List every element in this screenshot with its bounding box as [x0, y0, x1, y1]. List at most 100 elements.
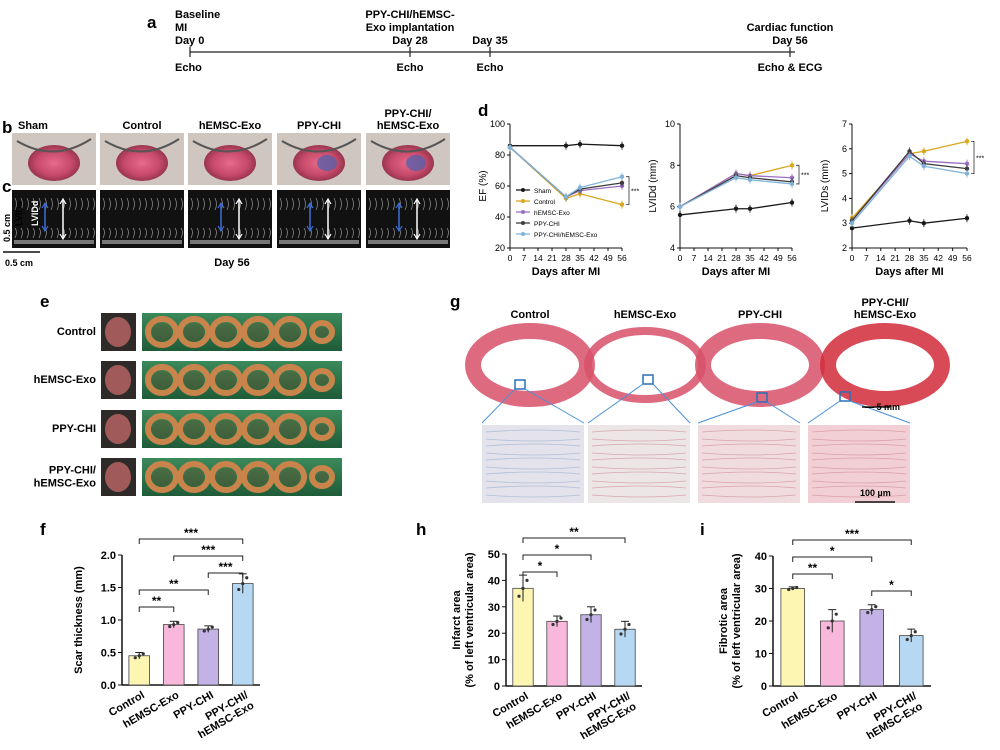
data-point — [563, 143, 569, 148]
heart-slice — [177, 461, 211, 493]
heart-slice — [273, 413, 307, 445]
data-dot — [206, 627, 210, 631]
echo-trace — [126, 197, 129, 239]
slice-lumen — [316, 424, 328, 434]
data-point — [789, 175, 795, 180]
legend-label: hEMSC-Exo — [534, 210, 570, 217]
data-dot — [202, 629, 206, 633]
tissue-fiber — [485, 443, 581, 447]
slice-lumen — [248, 420, 268, 438]
data-point — [619, 143, 625, 148]
echo-trace — [74, 197, 77, 239]
timeline-below-label: Echo — [175, 62, 202, 74]
echo-trace — [345, 197, 348, 239]
echo-image-row — [12, 190, 450, 248]
slice-lumen — [216, 371, 236, 389]
x-tick-label: 0 — [850, 253, 855, 263]
slice-lumen — [184, 468, 204, 486]
echo-trace — [168, 197, 171, 239]
echo-trace — [333, 197, 336, 239]
echo-trace — [174, 197, 177, 239]
y-tick-label: 40 — [488, 575, 500, 587]
bar — [231, 583, 254, 686]
tissue-fiber — [591, 471, 687, 475]
tissue-fiber — [701, 438, 797, 442]
y-tick-label: 6 — [842, 144, 847, 154]
slice-row-label: Control — [57, 326, 96, 338]
fibrotic-area-chart: 0 10 20 30 40 Fibrotic area(% of left ventric… — [718, 527, 931, 742]
panel-label-i: i — [700, 520, 705, 539]
tissue-fiber — [811, 438, 907, 442]
histology-column-label: PPY-CHI — [738, 309, 782, 321]
data-dot — [241, 582, 245, 586]
heart-slice — [273, 364, 307, 396]
significance-bracket — [138, 538, 244, 544]
heart-slice — [241, 413, 275, 445]
tissue-fiber — [485, 429, 581, 433]
bar — [512, 587, 534, 687]
heart-tissue — [204, 145, 256, 181]
lvids-arrowhead — [306, 201, 314, 233]
slice-lumen — [152, 323, 172, 341]
echo-trace — [102, 197, 105, 239]
x-tick-label: 49 — [773, 253, 783, 263]
data-point — [907, 218, 912, 223]
tissue-fiber — [701, 471, 797, 475]
histology-column-label: PPY-CHI/ — [861, 297, 908, 309]
section-lumen — [841, 343, 929, 387]
echo-trace — [196, 197, 199, 239]
tissue-fiber — [701, 466, 797, 470]
x-axis-title: Days after MI — [875, 266, 943, 278]
slice-lumen — [216, 420, 236, 438]
echo-trace — [108, 197, 111, 239]
significance-label: * — [830, 544, 835, 558]
slice-lumen — [184, 323, 204, 341]
echo-baseline — [14, 240, 94, 244]
significance-bracket — [792, 573, 833, 579]
echo-baseline — [190, 240, 270, 244]
echo-baseline — [368, 240, 448, 244]
significance-bracket — [626, 176, 630, 205]
significance-label: *** — [201, 543, 215, 557]
tissue-fiber — [701, 457, 797, 461]
x-tick-label: 7 — [864, 253, 869, 263]
data-point — [747, 177, 753, 182]
timeline-event-label: PPY-CHI/hEMSC- — [365, 9, 455, 21]
heart-slice — [209, 364, 243, 396]
data-point — [789, 200, 795, 205]
surgical-instrument — [16, 138, 92, 153]
data-dot — [137, 654, 141, 658]
x-axis-title: Days after MI — [532, 266, 600, 278]
data-dot — [245, 576, 249, 580]
heart-slice-grid: Control hEMSC-Exo PPY-CHI PPY-CHI/hEMSC-Exo — [34, 313, 342, 496]
lvidd-arrowhead — [413, 197, 421, 241]
surgical-instrument — [104, 138, 180, 153]
significance-label: *** — [801, 173, 809, 180]
data-point — [563, 194, 569, 200]
slice-lumen — [248, 468, 268, 486]
echo-trace — [368, 197, 371, 239]
slice-lumen — [280, 420, 300, 438]
data-dot — [521, 586, 525, 590]
y-tick-label: 5 — [842, 169, 847, 179]
y-tick-label: 1.5 — [101, 583, 116, 595]
histology-section — [695, 323, 825, 407]
y-tick-label: 50 — [488, 549, 500, 561]
slice-lumen — [152, 420, 172, 438]
slice-lumen — [216, 323, 236, 341]
series-line — [509, 146, 623, 198]
data-point — [921, 149, 927, 154]
heart-slice — [273, 316, 307, 348]
significance-label: ** — [152, 594, 162, 608]
echo-trace — [374, 197, 377, 239]
bar — [614, 628, 636, 687]
x-tick-label: 28 — [561, 253, 571, 263]
data-dot — [593, 608, 597, 612]
histology-grid: Control hEMSC-Exo PPY-CHI PPY-CHI/hEMSC-Exo… — [465, 297, 950, 503]
y-tick-label: 8 — [670, 160, 675, 170]
echo-trace — [114, 197, 117, 239]
whole-heart — [105, 365, 131, 395]
heart-slice — [241, 461, 275, 493]
tissue-fiber — [701, 485, 797, 489]
